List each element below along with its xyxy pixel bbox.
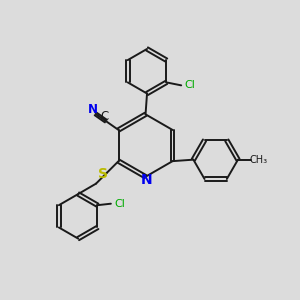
Text: N: N xyxy=(88,103,98,116)
Text: Cl: Cl xyxy=(185,80,196,90)
Text: Cl: Cl xyxy=(114,199,125,209)
Text: C: C xyxy=(100,110,109,122)
Text: N: N xyxy=(141,173,153,187)
Text: CH₃: CH₃ xyxy=(250,155,268,165)
Text: S: S xyxy=(98,167,108,181)
